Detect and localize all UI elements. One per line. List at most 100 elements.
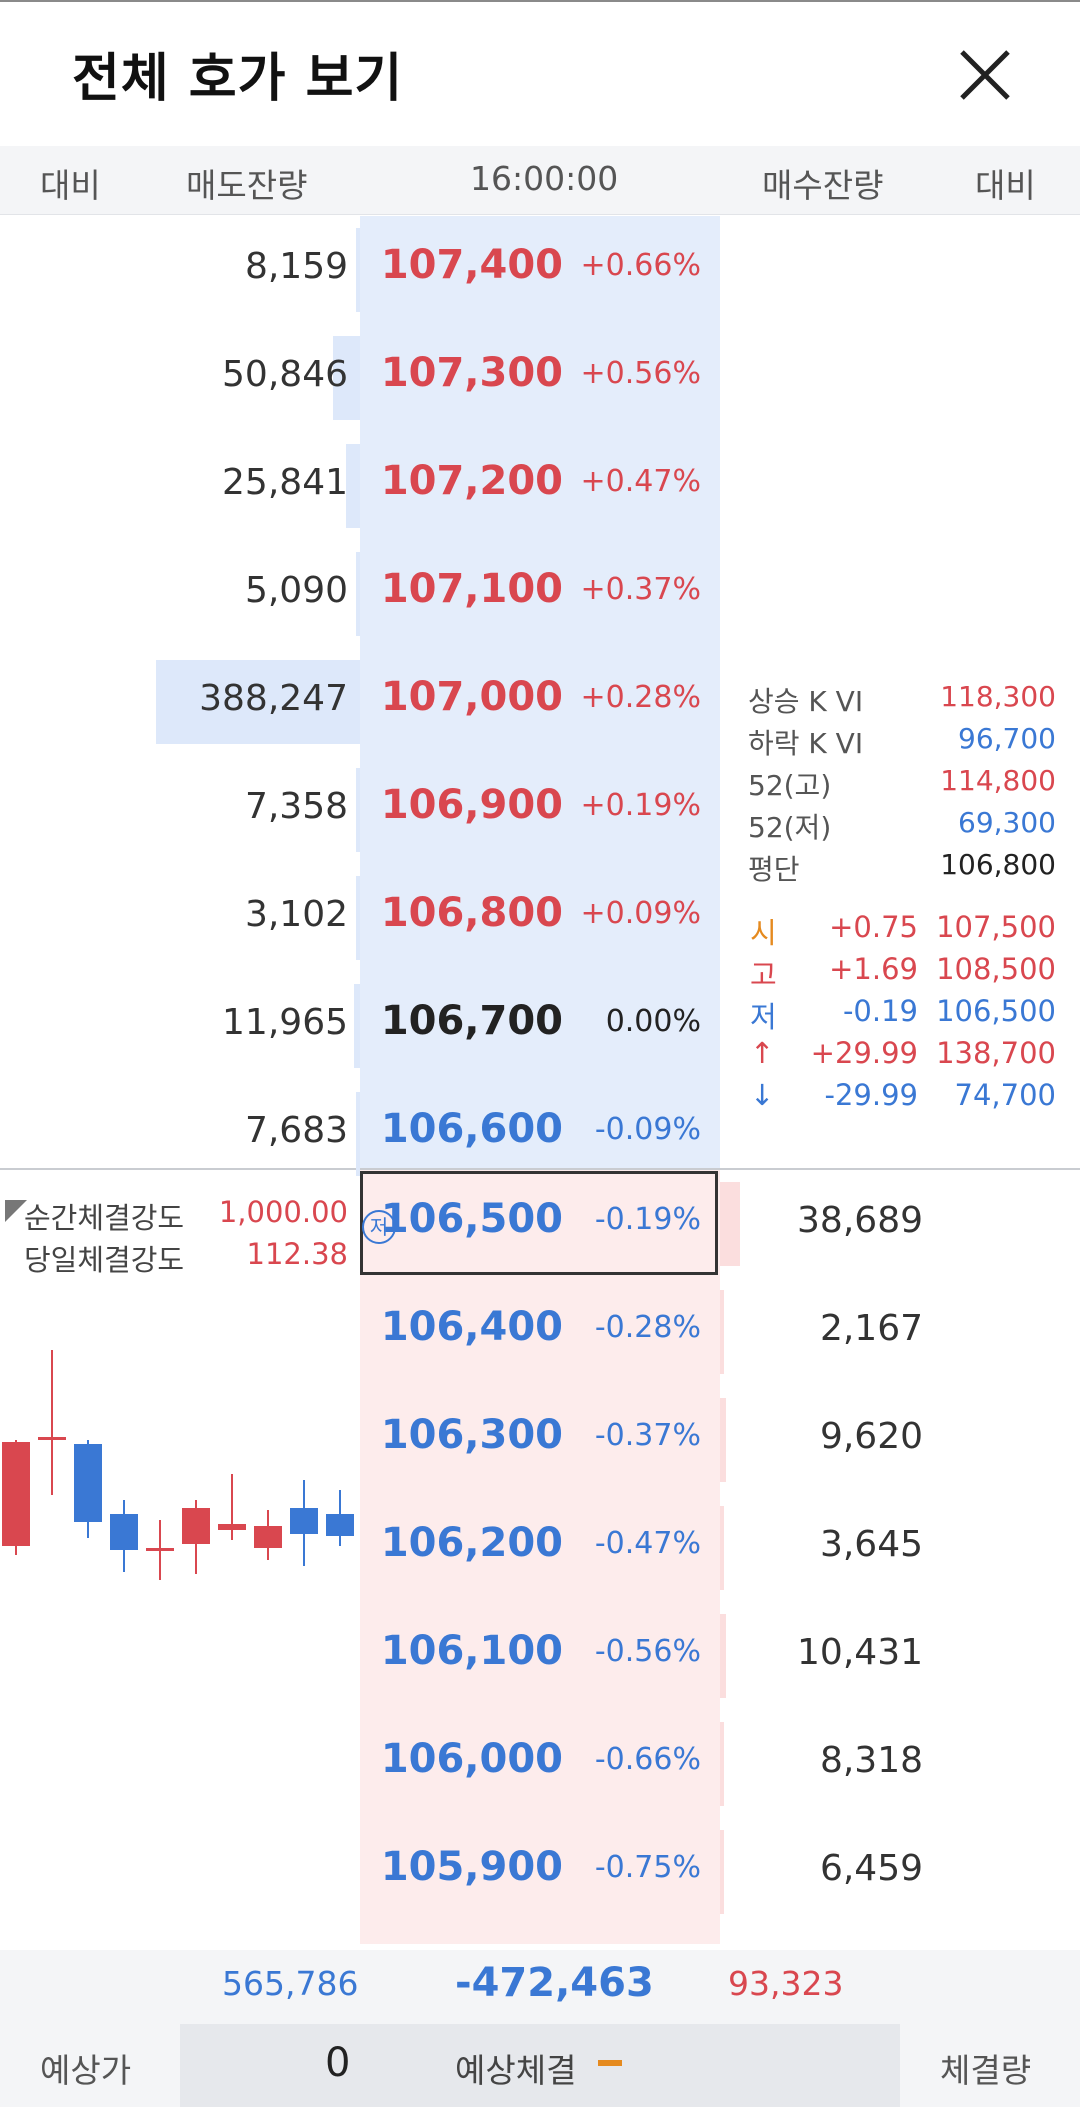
header-bid-qty: 매수잔량 [762, 166, 884, 205]
bid-row[interactable]: 106,000 -0.66% 8,318 [0, 1710, 1080, 1818]
ask-row[interactable]: 7,683 106,600 -0.09% [0, 1080, 1080, 1188]
ohlc-row-lower-limit: ↓ -29.99 74,700 [748, 1078, 1058, 1120]
ask-change-pct: +0.47% [580, 464, 701, 499]
ask-volume-bar [355, 768, 360, 852]
bid-qty: 8,318 [819, 1740, 923, 1781]
ask-price[interactable]: 106,600 [380, 1106, 563, 1152]
ohlc-change: -29.99 [824, 1078, 919, 1112]
down-arrow-icon: ↓ [750, 1078, 775, 1112]
header-ask-qty: 매도잔량 [186, 166, 308, 205]
bid-qty: 9,620 [819, 1416, 923, 1457]
ask-volume-bar [345, 444, 360, 528]
ask-price[interactable]: 106,900 [380, 782, 563, 828]
ask-qty: 8,159 [244, 246, 348, 287]
close-icon[interactable] [950, 40, 1020, 110]
candle-bar [182, 1508, 210, 1544]
ohlc-label: 저 [750, 1000, 777, 1034]
ask-price[interactable]: 107,000 [380, 674, 563, 720]
ask-qty: 11,965 [222, 1002, 348, 1043]
info-label: 하락 K VI [748, 727, 864, 760]
bid-volume-bar [720, 1722, 725, 1806]
ask-qty: 7,683 [244, 1110, 348, 1151]
header-time: 16:00:00 [470, 159, 619, 198]
bid-price[interactable]: 105,900 [380, 1844, 563, 1890]
bid-volume-bar [720, 1182, 741, 1266]
info-value: 96,700 [958, 722, 1056, 755]
bid-row[interactable]: 106,300 -0.37% 9,620 [0, 1386, 1080, 1494]
bid-row[interactable]: 105,900 -0.75% 6,459 [0, 1818, 1080, 1926]
bid-price[interactable]: 106,300 [380, 1412, 563, 1458]
ask-volume-bar [355, 228, 360, 312]
ask-price[interactable]: 106,800 [380, 890, 563, 936]
candle-bar [110, 1514, 138, 1550]
orderbook-header: 대비 매도잔량 16:00:00 매수잔량 대비 [0, 146, 1080, 215]
bid-row[interactable]: 106,400 -0.28% 2,167 [0, 1278, 1080, 1386]
ohlc-row-high: 고 +1.69 108,500 [748, 952, 1058, 994]
ask-change-pct: +0.19% [580, 788, 701, 823]
header-change-left: 대비 [40, 166, 101, 205]
bid-price[interactable]: 106,100 [380, 1628, 563, 1674]
bid-price[interactable]: 106,200 [380, 1520, 563, 1566]
ask-price[interactable]: 107,200 [380, 458, 563, 504]
candle-bar [290, 1508, 318, 1534]
ask-row[interactable]: 7,358 106,900 +0.19% [0, 756, 1080, 864]
trade-volume-tab[interactable]: 체결량 [940, 2051, 1032, 2090]
bid-qty: 10,431 [797, 1632, 923, 1673]
bid-change-pct: -0.75% [594, 1850, 701, 1885]
ask-change-pct: +0.66% [580, 248, 701, 283]
page-title: 전체 호가 보기 [72, 49, 404, 109]
ask-row[interactable]: 5,090 107,100 +0.37% [0, 540, 1080, 648]
bid-row[interactable]: 106,100 -0.56% 10,431 [0, 1602, 1080, 1710]
info-row-down-vi: 하락 K VI 96,700 [748, 722, 1058, 764]
info-label: 상승 K VI [748, 685, 864, 718]
ask-change-pct: 0.00% [605, 1004, 701, 1039]
candle-bar [254, 1526, 282, 1548]
info-value: 114,800 [940, 764, 1056, 797]
ask-row[interactable]: 50,846 107,300 +0.56% [0, 324, 1080, 432]
ask-volume-bar [156, 660, 360, 744]
bid-price-column [360, 1170, 720, 1944]
info-value: 106,800 [940, 848, 1056, 881]
bid-change-pct: -0.47% [594, 1526, 701, 1561]
bid-row[interactable]: 106,200 -0.47% 3,645 [0, 1494, 1080, 1602]
ask-row[interactable]: 11,965 106,700 0.00% [0, 972, 1080, 1080]
bid-change-pct: -0.66% [594, 1742, 701, 1777]
bid-row[interactable]: 106,500 -0.19% 38,689 [0, 1170, 1080, 1278]
bid-volume-bar [720, 1830, 725, 1914]
ohlc-row-open: 시 +0.75 107,500 [748, 910, 1058, 952]
ask-volume-bar [356, 552, 360, 636]
bid-qty: 2,167 [819, 1308, 923, 1349]
bid-volume-bar [720, 1398, 727, 1482]
ask-qty: 3,102 [244, 894, 348, 935]
ohlc-label: 고 [750, 958, 777, 992]
low-marker-badge: 저 [362, 1210, 396, 1244]
ask-row[interactable]: 388,247 107,000 +0.28% [0, 648, 1080, 756]
ask-volume-bar [355, 1092, 360, 1176]
ask-price-column [360, 216, 720, 1168]
ask-price[interactable]: 107,300 [380, 350, 563, 396]
ask-price[interactable]: 106,700 [380, 998, 563, 1044]
candle-bar [74, 1444, 102, 1522]
ask-price[interactable]: 107,100 [380, 566, 563, 612]
strength-row: 당일체결강도 112.38 [0, 1237, 355, 1279]
ask-qty: 25,841 [222, 462, 348, 503]
ask-qty: 50,846 [222, 354, 348, 395]
bid-price[interactable]: 106,400 [380, 1304, 563, 1350]
up-arrow-icon: ↑ [750, 1036, 775, 1070]
strength-label: 당일체결강도 [24, 1243, 185, 1277]
total-ask-qty: 565,786 [222, 1964, 359, 2003]
ask-price[interactable]: 107,400 [380, 242, 563, 288]
ask-change-pct: +0.09% [580, 896, 701, 931]
ask-row[interactable]: 3,102 106,800 +0.09% [0, 864, 1080, 972]
ohlc-row-low: 저 -0.19 106,500 [748, 994, 1058, 1036]
ask-row[interactable]: 25,841 107,200 +0.47% [0, 432, 1080, 540]
total-bid-qty: 93,323 [728, 1964, 844, 2003]
ask-row[interactable]: 8,159 107,400 +0.66% [0, 216, 1080, 324]
ohlc-value: 108,500 [936, 952, 1056, 986]
ask-volume-bar [356, 876, 360, 960]
bid-change-pct: -0.28% [594, 1310, 701, 1345]
bid-price[interactable]: 106,500 [380, 1196, 563, 1242]
bid-price[interactable]: 106,000 [380, 1736, 563, 1782]
ohlc-value: 138,700 [936, 1036, 1056, 1070]
dash-icon [598, 2060, 622, 2066]
